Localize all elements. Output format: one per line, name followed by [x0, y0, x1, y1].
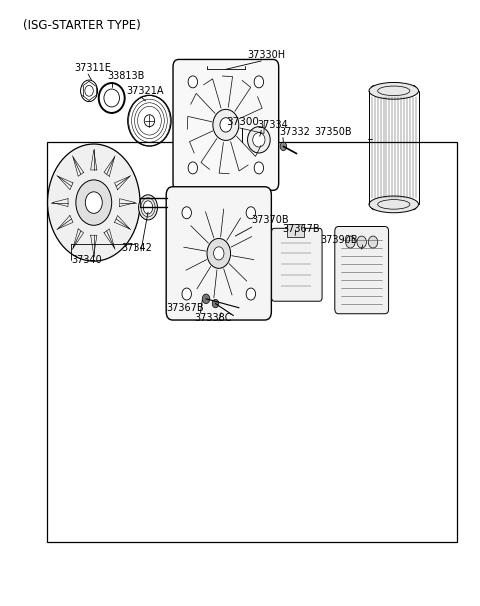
- Circle shape: [280, 142, 287, 151]
- Ellipse shape: [213, 109, 239, 141]
- Text: 37340: 37340: [71, 255, 102, 265]
- Text: 37321A: 37321A: [126, 85, 163, 96]
- Ellipse shape: [248, 127, 270, 153]
- Circle shape: [182, 288, 192, 300]
- Ellipse shape: [139, 195, 157, 220]
- Ellipse shape: [144, 201, 153, 214]
- Text: 37367B: 37367B: [167, 303, 204, 313]
- FancyBboxPatch shape: [166, 187, 271, 320]
- FancyBboxPatch shape: [272, 228, 322, 301]
- Text: 37367B: 37367B: [282, 224, 320, 235]
- Ellipse shape: [220, 118, 232, 132]
- Ellipse shape: [369, 196, 419, 213]
- Circle shape: [202, 294, 210, 304]
- Circle shape: [48, 144, 140, 261]
- Ellipse shape: [369, 82, 419, 99]
- FancyBboxPatch shape: [173, 59, 279, 190]
- Circle shape: [357, 236, 366, 248]
- Text: 37330H: 37330H: [248, 50, 286, 60]
- Bar: [287, 224, 304, 237]
- Circle shape: [368, 236, 378, 248]
- Text: 37311E: 37311E: [74, 64, 111, 73]
- Ellipse shape: [207, 238, 230, 268]
- Text: 33813B: 33813B: [107, 71, 144, 81]
- Circle shape: [188, 76, 198, 88]
- Circle shape: [246, 207, 255, 219]
- Text: 37350B: 37350B: [314, 127, 352, 137]
- Circle shape: [346, 236, 355, 248]
- Text: 37390B: 37390B: [320, 235, 358, 245]
- Circle shape: [246, 288, 255, 300]
- Circle shape: [85, 192, 102, 213]
- Ellipse shape: [214, 247, 224, 260]
- Text: 37300: 37300: [226, 117, 259, 127]
- Circle shape: [188, 162, 198, 174]
- Text: 37334: 37334: [257, 119, 288, 130]
- Circle shape: [254, 76, 264, 88]
- Circle shape: [212, 299, 219, 308]
- Text: 37370B: 37370B: [252, 215, 289, 225]
- Text: (ISG-STARTER TYPE): (ISG-STARTER TYPE): [23, 19, 141, 32]
- Circle shape: [182, 207, 192, 219]
- Circle shape: [254, 162, 264, 174]
- Text: 37338C: 37338C: [194, 313, 232, 323]
- Circle shape: [76, 180, 112, 225]
- Text: 37332: 37332: [279, 127, 310, 137]
- Text: 37342: 37342: [121, 244, 152, 253]
- FancyBboxPatch shape: [335, 227, 389, 314]
- Bar: [47, 142, 457, 542]
- Ellipse shape: [253, 133, 265, 147]
